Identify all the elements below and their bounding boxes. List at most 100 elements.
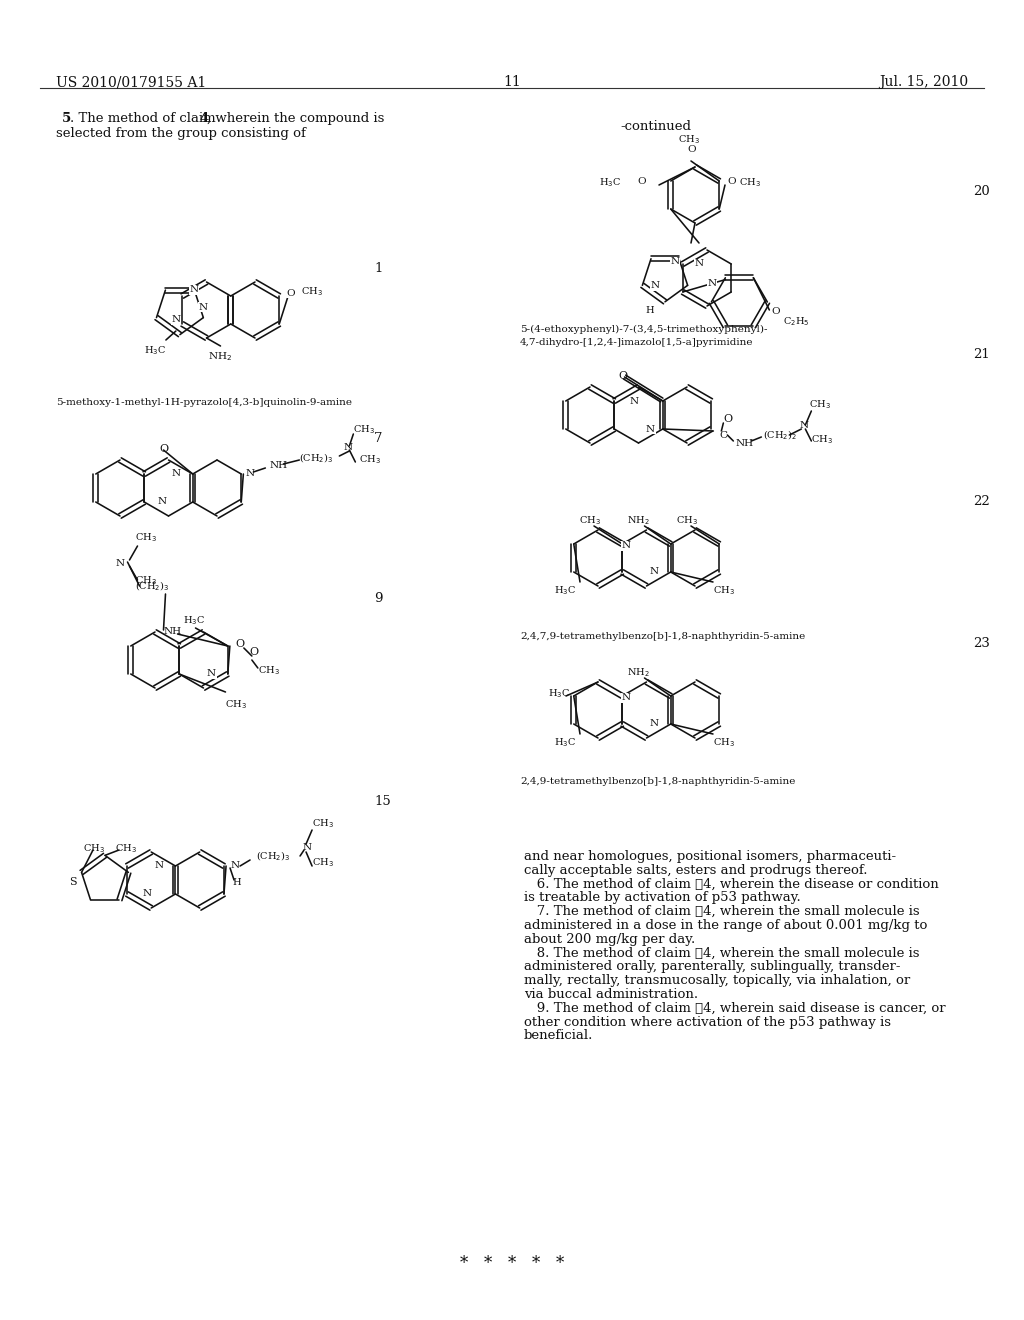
Text: (CH$_2$)$_3$: (CH$_2$)$_3$ bbox=[256, 849, 290, 863]
Text: H$_3$C: H$_3$C bbox=[554, 583, 577, 597]
Text: N: N bbox=[199, 302, 208, 312]
Text: NH: NH bbox=[164, 627, 181, 636]
Text: N: N bbox=[650, 719, 659, 729]
Text: 7: 7 bbox=[374, 432, 383, 445]
Text: about 200 mg/kg per day.: about 200 mg/kg per day. bbox=[524, 933, 695, 946]
Text: via buccal administration.: via buccal administration. bbox=[524, 987, 698, 1001]
Text: . The method of claim: . The method of claim bbox=[70, 112, 220, 125]
Text: N: N bbox=[116, 560, 125, 569]
Text: 4,7-dihydro-[1,2,4-]imazolo[1,5-a]pyrimidine: 4,7-dihydro-[1,2,4-]imazolo[1,5-a]pyrimi… bbox=[520, 338, 754, 347]
Text: other condition where activation of the p53 pathway is: other condition where activation of the … bbox=[524, 1015, 891, 1028]
Text: O: O bbox=[617, 371, 627, 381]
Text: CH$_3$: CH$_3$ bbox=[811, 433, 834, 446]
Text: N: N bbox=[155, 862, 164, 870]
Text: CH$_3$: CH$_3$ bbox=[359, 453, 381, 466]
Text: 5: 5 bbox=[62, 112, 72, 125]
Text: 9: 9 bbox=[374, 591, 383, 605]
Text: 23: 23 bbox=[973, 638, 990, 649]
Text: C: C bbox=[719, 430, 727, 440]
Text: N: N bbox=[246, 470, 255, 479]
Text: 8. The method of claim 4, wherein the small molecule is: 8. The method of claim 4, wherein the s… bbox=[524, 946, 920, 960]
Text: CH$_3$: CH$_3$ bbox=[739, 177, 761, 189]
Text: O: O bbox=[771, 308, 780, 317]
Text: Jul. 15, 2010: Jul. 15, 2010 bbox=[879, 75, 968, 88]
Text: N: N bbox=[207, 669, 216, 678]
Text: O: O bbox=[236, 639, 245, 649]
Text: N: N bbox=[646, 425, 655, 433]
Text: O: O bbox=[159, 444, 168, 454]
Text: 5-(4-ethoxyphenyl)-7-(3,4,5-trimethoxyphenyl)-: 5-(4-ethoxyphenyl)-7-(3,4,5-trimethoxyph… bbox=[520, 325, 768, 334]
Text: N: N bbox=[708, 279, 717, 288]
Text: US 2010/0179155 A1: US 2010/0179155 A1 bbox=[56, 75, 206, 88]
Text: C$_2$H$_5$: C$_2$H$_5$ bbox=[783, 315, 810, 329]
Text: N: N bbox=[650, 281, 659, 290]
Text: H$_3$C: H$_3$C bbox=[144, 345, 166, 356]
Text: N: N bbox=[630, 396, 639, 405]
Text: CH$_3$: CH$_3$ bbox=[678, 133, 700, 145]
Text: CH$_3$: CH$_3$ bbox=[135, 574, 158, 587]
Text: N: N bbox=[302, 843, 311, 853]
Text: CH$_3$: CH$_3$ bbox=[312, 855, 334, 869]
Text: NH: NH bbox=[735, 438, 754, 447]
Text: mally, rectally, transmucosally, topically, via inhalation, or: mally, rectally, transmucosally, topical… bbox=[524, 974, 910, 987]
Text: H: H bbox=[232, 878, 241, 887]
Text: N: N bbox=[171, 315, 180, 325]
Text: N: N bbox=[343, 444, 352, 453]
Text: N: N bbox=[158, 498, 167, 507]
Text: CH$_3$: CH$_3$ bbox=[713, 737, 735, 748]
Text: 22: 22 bbox=[973, 495, 990, 508]
Text: N: N bbox=[142, 890, 152, 899]
Text: *   *   *   *   *: * * * * * bbox=[460, 1255, 564, 1272]
Text: O: O bbox=[727, 177, 735, 186]
Text: CH$_3$: CH$_3$ bbox=[258, 664, 280, 677]
Text: 20: 20 bbox=[973, 185, 990, 198]
Text: CH$_3$: CH$_3$ bbox=[713, 583, 735, 597]
Text: NH$_2$: NH$_2$ bbox=[627, 513, 650, 527]
Text: 15: 15 bbox=[374, 795, 391, 808]
Text: CH$_3$: CH$_3$ bbox=[580, 513, 601, 527]
Text: beneficial.: beneficial. bbox=[524, 1030, 593, 1043]
Text: 11: 11 bbox=[503, 75, 521, 88]
Text: -continued: -continued bbox=[620, 120, 691, 133]
Text: H$_3$C: H$_3$C bbox=[548, 688, 570, 701]
Text: 6. The method of claim 4, wherein the disease or condition: 6. The method of claim 4, wherein the d… bbox=[524, 878, 939, 891]
Text: N: N bbox=[622, 541, 631, 550]
Text: 4: 4 bbox=[200, 112, 209, 125]
Text: O: O bbox=[287, 289, 295, 298]
Text: administered orally, parenterally, sublingually, transder-: administered orally, parenterally, subli… bbox=[524, 961, 900, 973]
Text: N: N bbox=[189, 285, 199, 294]
Text: N: N bbox=[230, 862, 240, 870]
Text: NH: NH bbox=[269, 462, 288, 470]
Text: O: O bbox=[637, 177, 645, 186]
Text: 2,4,9-tetramethylbenzo[b]-1,8-naphthyridin-5-amine: 2,4,9-tetramethylbenzo[b]-1,8-naphthyrid… bbox=[520, 777, 796, 785]
Text: N: N bbox=[671, 257, 680, 267]
Text: (CH$_2$)$_3$: (CH$_2$)$_3$ bbox=[135, 579, 170, 593]
Text: selected from the group consisting of: selected from the group consisting of bbox=[56, 127, 306, 140]
Text: H: H bbox=[645, 306, 653, 314]
Text: NH$_2$: NH$_2$ bbox=[209, 350, 232, 363]
Text: CH$_3$: CH$_3$ bbox=[809, 399, 831, 411]
Text: (CH$_2$)$_3$: (CH$_2$)$_3$ bbox=[299, 451, 334, 465]
Text: N: N bbox=[650, 568, 659, 577]
Text: 2,4,7,9-tetramethylbenzo[b]-1,8-naphthyridin-5-amine: 2,4,7,9-tetramethylbenzo[b]-1,8-naphthyr… bbox=[520, 632, 805, 642]
Text: CH$_3$: CH$_3$ bbox=[83, 842, 104, 855]
Text: H$_3$C: H$_3$C bbox=[599, 177, 621, 189]
Text: N: N bbox=[800, 421, 809, 429]
Text: O: O bbox=[250, 647, 259, 657]
Text: O: O bbox=[723, 414, 732, 424]
Text: CH$_3$: CH$_3$ bbox=[353, 424, 375, 436]
Text: S: S bbox=[69, 876, 77, 887]
Text: CH$_3$: CH$_3$ bbox=[115, 842, 137, 855]
Text: N: N bbox=[694, 260, 703, 268]
Text: 21: 21 bbox=[973, 348, 990, 360]
Text: 9. The method of claim 4, wherein said disease is cancer, or: 9. The method of claim 4, wherein said … bbox=[524, 1002, 945, 1015]
Text: 5-methoxy-1-methyl-1H-pyrazolo[4,3-b]quinolin-9-amine: 5-methoxy-1-methyl-1H-pyrazolo[4,3-b]qui… bbox=[56, 399, 352, 407]
Text: H$_3$C: H$_3$C bbox=[554, 737, 577, 748]
Text: CH$_3$: CH$_3$ bbox=[312, 817, 334, 830]
Text: (CH$_2$)$_2$: (CH$_2$)$_2$ bbox=[763, 428, 798, 442]
Text: is treatable by activation of p53 pathway.: is treatable by activation of p53 pathwa… bbox=[524, 891, 801, 904]
Text: cally acceptable salts, esters and prodrugs thereof.: cally acceptable salts, esters and prodr… bbox=[524, 863, 867, 876]
Text: 7. The method of claim 4, wherein the small molecule is: 7. The method of claim 4, wherein the s… bbox=[524, 906, 920, 919]
Text: N: N bbox=[172, 470, 181, 479]
Text: 1: 1 bbox=[374, 261, 382, 275]
